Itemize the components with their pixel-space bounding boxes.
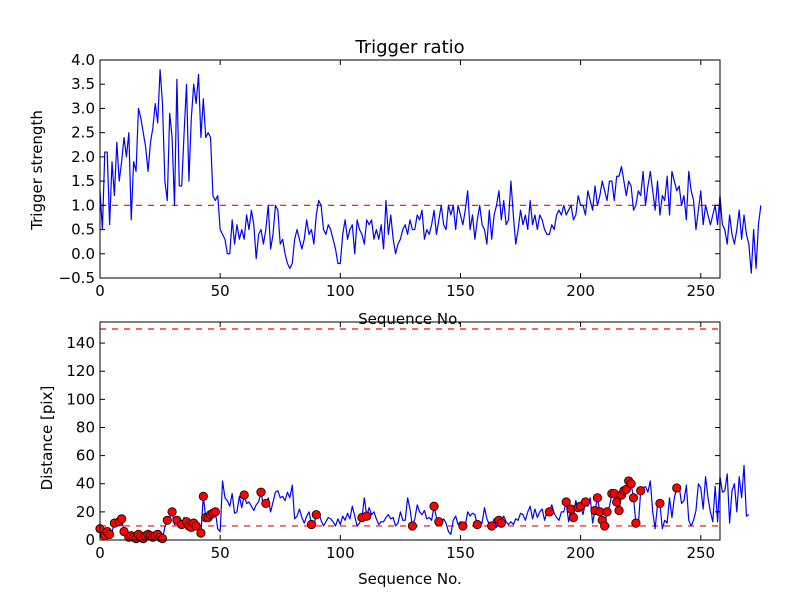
data-marker [612, 497, 622, 507]
chart-title: Trigger ratio [354, 37, 464, 58]
data-marker [568, 512, 579, 523]
data-marker [600, 521, 610, 531]
data-marker [458, 521, 468, 531]
y-tick-label: 2.0 [71, 148, 95, 166]
data-marker [210, 507, 220, 517]
y-tick-label: −0.5 [59, 269, 95, 287]
y-tick-label: 1.5 [71, 172, 95, 190]
x-tick-label: 100 [326, 544, 355, 562]
data-marker [434, 517, 444, 527]
x-axis-label: Sequence No. [358, 310, 462, 328]
data-marker [196, 528, 206, 538]
data-marker [592, 493, 603, 503]
data-marker [580, 497, 591, 507]
data-marker [561, 497, 571, 507]
x-tick-label: 0 [95, 282, 105, 300]
x-tick-label: 50 [211, 544, 230, 562]
y-tick-label: 140 [66, 334, 95, 352]
y-tick-label: 60 [76, 447, 95, 465]
y-tick-label: 0.0 [71, 245, 95, 263]
data-marker [544, 507, 554, 517]
x-tick-label: 200 [566, 282, 595, 300]
distance-chart: Distance [pix] Sequence No. 0 50 100 150 200… [38, 321, 750, 588]
data-marker [191, 521, 201, 531]
x-tick-label: 250 [686, 282, 715, 300]
data-marker [162, 515, 172, 525]
data-marker [631, 518, 641, 528]
data-marker [167, 507, 177, 517]
y-tick-label: 0.5 [71, 221, 95, 239]
x-tick-label: 200 [566, 544, 595, 562]
data-marker [672, 483, 682, 493]
y-tick-label: 100 [66, 390, 95, 408]
y-tick-label: 3.0 [71, 99, 95, 117]
data-marker [407, 521, 418, 531]
y-axis-label: Distance [pix] [38, 386, 56, 491]
data-marker [636, 486, 646, 496]
plot-frame [99, 321, 721, 541]
plot-frame [99, 59, 721, 279]
y-tick-label: 20 [76, 503, 95, 521]
series-line [99, 69, 762, 274]
data-marker [429, 501, 439, 511]
y-tick-label: 120 [66, 362, 95, 380]
trigger-ratio-chart: Trigger ratio Trigger strength Sequence … [28, 37, 762, 328]
data-marker [157, 533, 168, 544]
data-marker [655, 498, 665, 509]
data-marker [614, 505, 624, 516]
y-tick-label: 40 [76, 475, 95, 493]
x-axis-label: Sequence No. [358, 570, 462, 588]
data-marker [239, 490, 249, 500]
data-marker [602, 507, 612, 517]
x-tick-label: 50 [211, 282, 230, 300]
y-tick-label: 80 [76, 418, 95, 436]
data-marker [105, 529, 115, 539]
x-tick-label: 100 [326, 282, 355, 300]
x-tick-label: 150 [446, 544, 475, 562]
y-tick-label: 2.5 [71, 124, 95, 142]
data-marker [311, 510, 321, 520]
data-marker [496, 518, 506, 528]
data-marker [362, 511, 372, 521]
y-tick-label: 0 [85, 531, 95, 549]
x-tick-label: 150 [446, 282, 475, 300]
x-tick-label: 250 [686, 544, 715, 562]
y-tick-label: 4.0 [71, 51, 95, 69]
y-axis-label: Trigger strength [28, 110, 46, 231]
data-marker [117, 514, 127, 524]
y-tick-label: 1.0 [71, 196, 95, 214]
data-marker [472, 519, 482, 530]
data-marker [628, 493, 639, 503]
data-marker [256, 487, 266, 497]
y-tick-label: 3.5 [71, 75, 95, 93]
data-marker [626, 479, 636, 489]
data-marker [198, 491, 208, 501]
data-marker [487, 521, 497, 531]
data-marker [306, 519, 317, 530]
x-tick-label: 0 [95, 544, 105, 562]
data-marker [261, 498, 271, 509]
